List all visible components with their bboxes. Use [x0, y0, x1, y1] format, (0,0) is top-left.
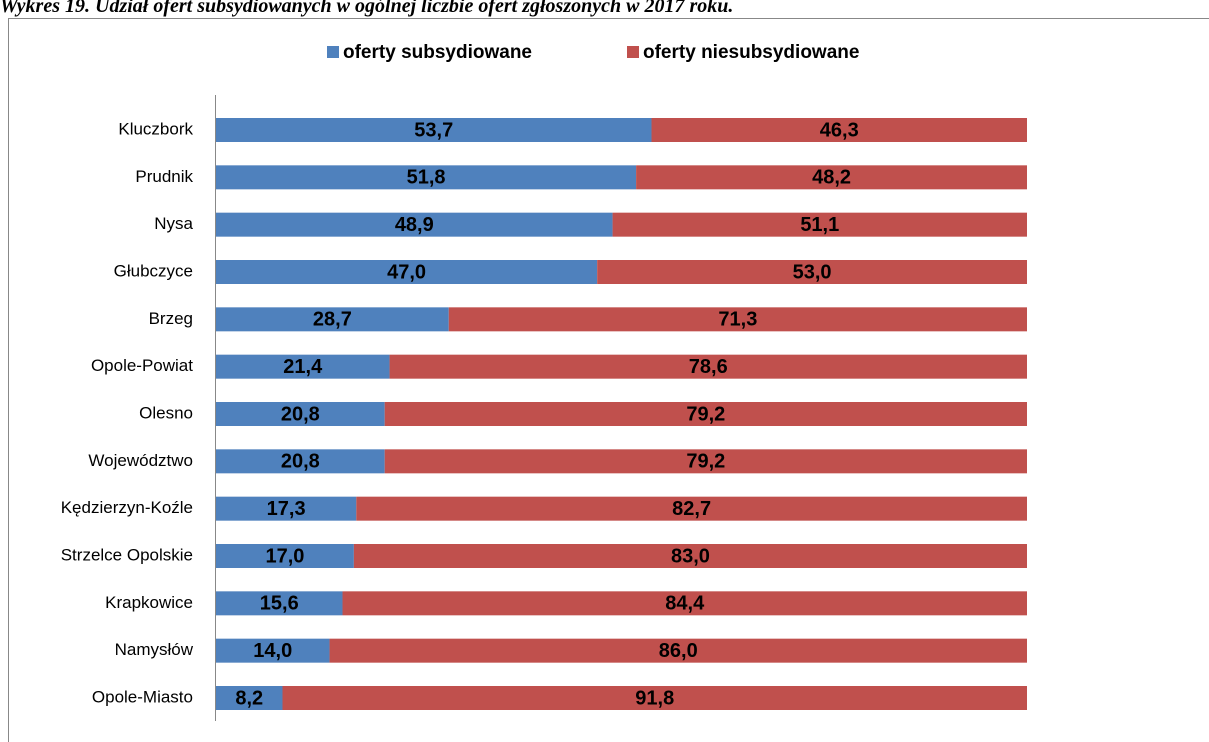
bar-segment	[384, 449, 1027, 474]
data-label: 20,8	[281, 403, 320, 425]
data-label: 86,0	[659, 640, 698, 662]
legend-swatch	[327, 46, 339, 58]
chart-frame	[8, 18, 1209, 742]
data-label: 8,2	[235, 687, 263, 709]
bar-segment	[389, 354, 1028, 379]
bar-segment	[384, 402, 1027, 426]
y-tick-label: Głubczyce	[114, 261, 193, 280]
bar-segment	[448, 307, 1028, 332]
bar-segment	[636, 165, 1027, 190]
y-tick-label: Województwo	[88, 451, 193, 470]
chart-title: Wykres 19. Udział ofert subsydiowanych w…	[0, 0, 733, 17]
bar-segment	[216, 638, 330, 663]
data-label: 14,0	[253, 640, 292, 662]
bar-segment	[216, 591, 343, 616]
data-label: 82,7	[672, 498, 711, 520]
data-label: 20,8	[281, 451, 320, 473]
data-label: 48,9	[395, 214, 434, 236]
bar-segment	[216, 212, 613, 237]
legend-label: oferty subsydiowane	[343, 42, 532, 63]
bar-segment	[282, 686, 1027, 710]
y-tick-label: Namysłów	[115, 640, 194, 659]
data-label: 46,3	[820, 119, 859, 141]
data-label: 53,7	[414, 119, 453, 141]
bar-segment	[216, 118, 652, 142]
y-tick-label: Kluczbork	[118, 119, 193, 138]
data-label: 28,7	[313, 309, 352, 331]
bar-segment	[216, 449, 385, 474]
bar-segment	[216, 165, 637, 190]
y-tick-label: Prudnik	[135, 167, 193, 186]
legend-label: oferty niesubsydiowane	[643, 42, 859, 63]
data-label: 47,0	[387, 261, 426, 283]
bar-segment	[216, 544, 354, 568]
bar-segment	[342, 591, 1027, 616]
data-label: 51,8	[407, 167, 446, 189]
bar-segment	[597, 260, 1027, 284]
y-tick-label: Kędzierzyn-Koźle	[61, 498, 193, 517]
y-tick-label: Nysa	[154, 214, 193, 233]
bar-segment	[612, 212, 1027, 237]
legend-swatch	[627, 46, 639, 58]
y-tick-label: Brzeg	[149, 309, 193, 328]
data-label: 15,6	[260, 593, 299, 615]
bar-segment	[329, 638, 1027, 663]
y-tick-label: Opole-Powiat	[91, 356, 193, 375]
data-label: 91,8	[635, 687, 674, 709]
y-tick-label: Krapkowice	[105, 593, 193, 612]
data-label: 83,0	[671, 545, 710, 567]
data-label: 84,4	[665, 593, 705, 615]
data-label: 78,6	[689, 356, 728, 378]
data-label: 17,0	[265, 545, 304, 567]
y-tick-label: Opole-Miasto	[92, 687, 193, 706]
data-label: 48,2	[812, 167, 851, 189]
bar-segment	[356, 496, 1028, 521]
bar-segment	[353, 544, 1027, 568]
data-label: 21,4	[283, 356, 323, 378]
bar-segment	[216, 307, 449, 332]
y-tick-label: Olesno	[139, 403, 193, 422]
bar-segment	[216, 260, 598, 284]
bar-segment	[216, 354, 390, 379]
bar-segment	[216, 496, 357, 521]
data-label: 51,1	[800, 214, 839, 236]
data-label: 71,3	[718, 309, 757, 331]
data-label: 79,2	[686, 403, 725, 425]
data-label: 53,0	[793, 261, 832, 283]
bar-segment	[651, 118, 1027, 142]
data-label: 79,2	[686, 451, 725, 473]
bar-segment	[216, 402, 385, 426]
bar-segment	[216, 686, 283, 710]
y-tick-label: Strzelce Opolskie	[61, 545, 193, 564]
data-label: 17,3	[267, 498, 306, 520]
